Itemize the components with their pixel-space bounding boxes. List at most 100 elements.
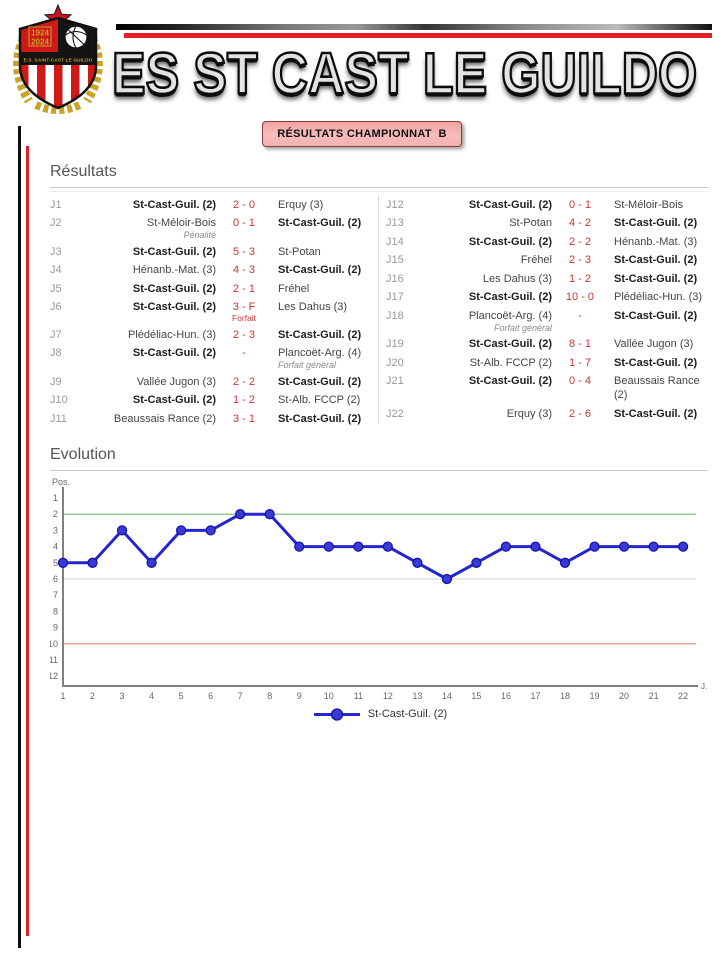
score-cell: 2 - 1: [216, 282, 272, 296]
data-point: [441, 573, 453, 585]
away-team-name: St-Cast-Guil. (2): [278, 375, 362, 388]
score-value: 0 - 4: [568, 375, 591, 387]
top-divider-black: [116, 24, 712, 30]
score-value: 0 - 1: [568, 198, 591, 211]
away-team-cell: St-Cast-Guil. (2): [608, 309, 708, 323]
score-cell: 4 - 2: [552, 216, 608, 230]
data-point: [294, 541, 305, 552]
match-row: J13 St-Potan 4 - 2 St-Cast-Guil. (2): [386, 214, 708, 233]
match-row: J15 Fréhel 2 - 3 St-Cast-Guil. (2): [386, 251, 708, 270]
away-team-cell: Erquy (3): [272, 198, 378, 212]
y-tick-label: 12: [50, 671, 58, 681]
legend-marker-icon: [313, 707, 360, 721]
matchday-label: J14: [386, 235, 404, 248]
match-row: J10 St-Cast-Guil. (2) 1 - 2 St-Alb. FCCP (2…: [50, 391, 378, 410]
score-cell: 3 - F Forfait: [216, 300, 272, 323]
away-team-name: St-Méloir-Bois: [614, 198, 684, 211]
championship-banner-label: RÉSULTATS CHAMPIONNAT B: [277, 128, 447, 140]
home-team-cell: St-Cast-Guil. (2): [84, 245, 216, 259]
y-tick-label: 5: [53, 558, 58, 568]
away-team-name: St-Alb. FCCP (2): [278, 394, 361, 406]
y-tick-label: 1: [53, 493, 58, 503]
x-tick-label: 11: [354, 691, 363, 701]
home-team-name: St-Cast-Guil. (2): [468, 198, 552, 211]
score-cell: 2 - 3: [216, 328, 272, 342]
match-row: J14 St-Cast-Guil. (2) 2 - 2 Hénanb.-Mat. (3…: [386, 232, 708, 251]
score-value: 2 - 1: [232, 282, 255, 295]
home-team-name: St-Cast-Guil. (2): [132, 282, 216, 295]
evolution-chart: Pos. 1 2 3 4 5 6 7 8 9 10 11 12 1 2 3 4 5 6 7 8 9 10 11 12 13 14 15…: [48, 476, 710, 706]
results-column-right: J12 St-Cast-Guil. (2) 0 - 1 St-Méloir-Bois J…: [378, 195, 708, 423]
match-row: J2 St-Méloir-Bois Pénalité 0 - 1 St-Cast-Gui…: [50, 214, 378, 243]
matchday-label: J16: [386, 272, 404, 285]
data-point: [618, 541, 630, 552]
away-team-name: St-Cast-Guil. (2): [278, 328, 362, 341]
away-team-name: St-Cast-Guil. (2): [278, 412, 362, 425]
x-tick-label: 6: [208, 691, 213, 701]
x-tick-label: 15: [471, 691, 481, 701]
score-value: 0 - 1: [232, 217, 255, 229]
x-tick-label: 3: [120, 691, 125, 701]
data-point: [677, 541, 689, 552]
matchday-label: J22: [386, 407, 404, 420]
home-team-cell: St-Cast-Guil. (2): [420, 290, 552, 304]
away-team-name: Hénanb.-Mat. (3): [614, 235, 698, 248]
data-point: [205, 525, 216, 536]
x-tick-label: 13: [412, 691, 422, 701]
away-team-name: Fréhel: [278, 282, 310, 295]
x-tick-label: 18: [560, 691, 570, 701]
match-row: J4 Hénanb.-Mat. (3) 4 - 3 St-Cast-Guil. (2): [50, 261, 378, 280]
home-team-cell: Hénanb.-Mat. (3): [84, 263, 216, 277]
x-tick-label: 20: [619, 691, 629, 701]
home-team-cell: Vallée Jugon (3): [84, 375, 216, 389]
data-point: [382, 541, 393, 552]
home-team-name: St-Cast-Guil. (2): [468, 338, 552, 350]
away-team-name: St-Potan: [278, 245, 321, 258]
home-team-name: St-Cast-Guil. (2): [468, 235, 552, 248]
matchday-label: J2: [50, 217, 62, 229]
y-tick-label: 2: [53, 509, 58, 519]
away-team-cell: Fréhel: [272, 282, 378, 296]
away-team-name: Vallée Jugon (3): [614, 338, 694, 350]
matchday-label: J10: [50, 394, 68, 406]
home-team-cell: St-Potan: [420, 216, 552, 230]
match-row: J11 Beaussais Rance (2) 3 - 1 St-Cast-Guil.…: [50, 409, 378, 428]
match-note: Pénalité: [183, 230, 216, 240]
score-cell: 8 - 1: [552, 337, 608, 351]
y-tick-label: 8: [53, 606, 58, 616]
home-team-cell: Fréhel: [420, 253, 552, 267]
away-team-name: Les Dahus (3): [278, 301, 348, 313]
match-row: J19 St-Cast-Guil. (2) 8 - 1 Vallée Jugon (3…: [386, 335, 708, 354]
match-row: J6 St-Cast-Guil. (2) 3 - F Forfait Les Dahus…: [50, 298, 378, 326]
match-note: Forfait général: [493, 322, 552, 333]
score-value: 2 - 2: [232, 375, 255, 388]
away-team-name: St-Cast-Guil. (2): [614, 254, 698, 266]
home-team-cell: St-Cast-Guil. (2): [84, 198, 216, 212]
score-value: 2 - 2: [568, 235, 591, 248]
results-section-title: Résultats: [50, 163, 708, 188]
home-team-cell: Les Dahus (3): [420, 272, 552, 286]
home-team-cell: St-Cast-Guil. (2): [84, 346, 216, 360]
match-row: J1 St-Cast-Guil. (2) 2 - 0 Erquy (3): [50, 195, 378, 214]
match-row: J9 Vallée Jugon (3) 2 - 2 St-Cast-Guil. (2): [50, 372, 378, 391]
away-team-cell: Vallée Jugon (3): [608, 337, 708, 351]
score-value: 2 - 6: [568, 407, 591, 420]
top-divider-red: [124, 33, 712, 38]
score-cell: -: [216, 346, 272, 360]
results-table: J1 St-Cast-Guil. (2) 2 - 0 Erquy (3) J2 St-Mé…: [50, 191, 708, 428]
x-axis-label: J.: [701, 682, 707, 691]
y-tick-label: 10: [50, 639, 58, 649]
away-team-name: Plédéliac-Hun. (3): [614, 291, 703, 303]
matchday-label: J13: [386, 217, 404, 229]
data-point: [175, 525, 187, 536]
score-cell: 0 - 4: [552, 374, 608, 388]
championship-banner[interactable]: RÉSULTATS CHAMPIONNAT B: [262, 121, 462, 147]
home-team-cell: Erquy (3): [420, 407, 552, 421]
match-row: J18 Plancoët-Arg. (4) Forfait général - St-C…: [386, 306, 708, 335]
score-value: 1 - 7: [568, 356, 591, 369]
score-cell: 2 - 6: [552, 407, 608, 421]
away-team-cell: St-Cast-Guil. (2): [608, 216, 708, 230]
away-team-name: St-Cast-Guil. (2): [614, 309, 698, 322]
home-team-name: St-Méloir-Bois: [146, 217, 216, 229]
